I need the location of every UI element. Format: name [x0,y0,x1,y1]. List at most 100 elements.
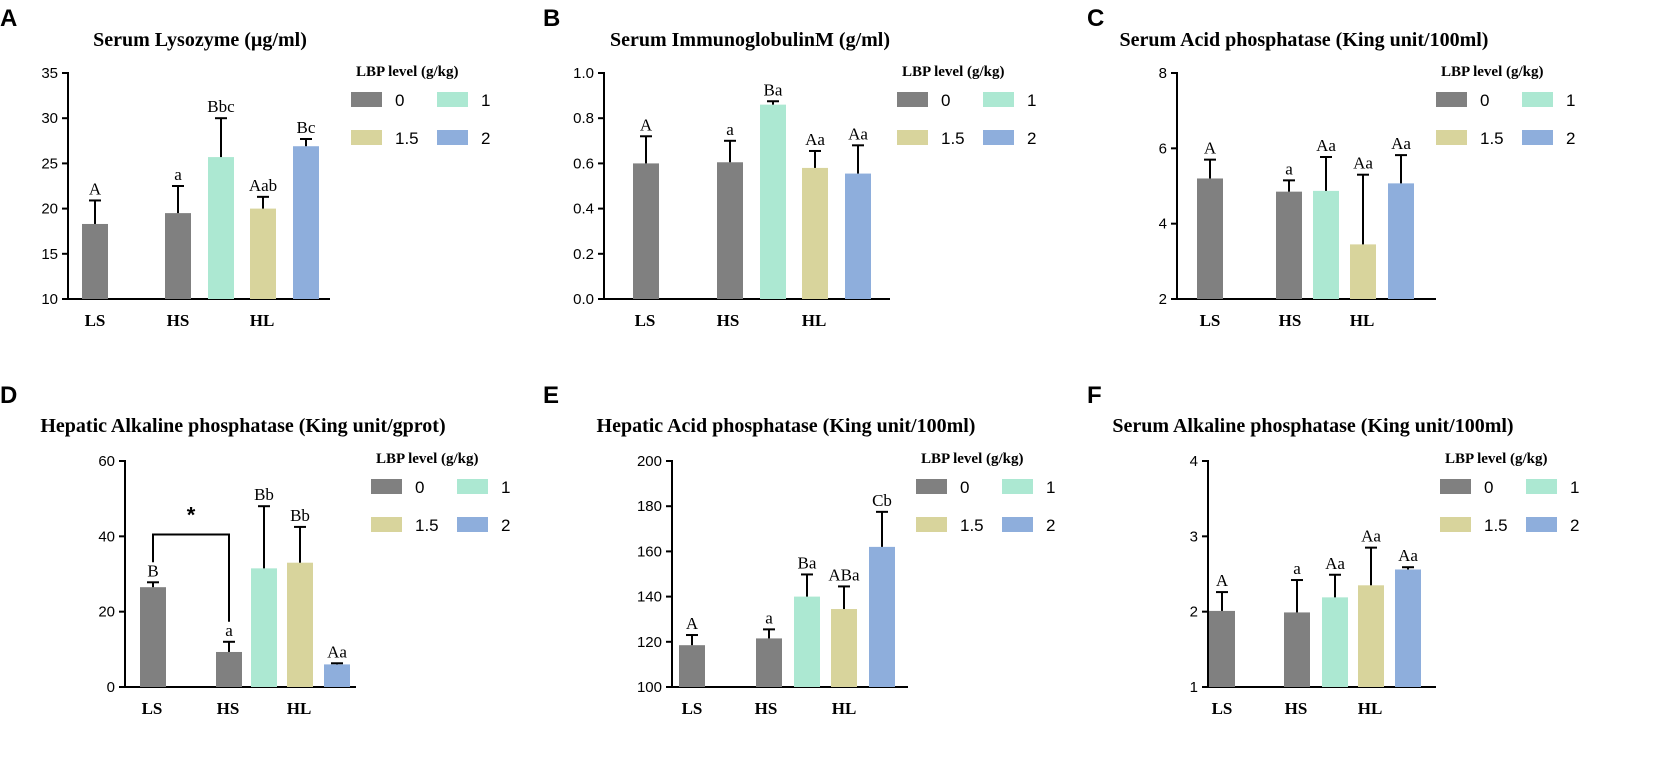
x-category-label: LS [682,699,703,718]
x-category-label: HS [167,311,190,330]
legend-label: 1 [1046,478,1055,497]
y-tick-label: 0.0 [573,291,594,308]
chart-panel-b: B Serum ImmunoglobulinM (g/ml) 0.0 0.2 0.4 0.… [543,5,1036,330]
legend-swatch [437,92,468,107]
bar-hl-level-2 [1388,183,1414,299]
y-tick-label: 30 [41,110,58,127]
significance-letter: Aab [249,176,277,195]
y-tick-label: 180 [637,498,662,515]
significance-letter: A [640,115,653,134]
legend: LBP level (g/kg) 0 1 1.5 2 [916,451,1055,535]
significance-letter: Aa [327,642,347,661]
significance-letter: a [726,120,734,139]
x-category-label: HS [217,699,240,718]
significance-letter: Bbc [207,97,235,116]
legend-title: LBP level (g/kg) [902,64,1005,80]
significance-letter: ABa [828,565,860,584]
panel-letter: E [543,382,559,409]
x-category-label: HL [287,699,312,718]
chart-title: Hepatic Acid phosphatase (King unit/100m… [597,415,976,437]
y-tick-label: 0 [107,679,115,696]
chart-panel-e: E Hepatic Acid phosphatase (King unit/100… [543,382,1055,718]
x-category-label: HL [1358,699,1383,718]
significance-letter: B [147,561,158,580]
bar-ls-level-0 [679,645,705,687]
bar-hl-level-2 [1395,569,1421,687]
bar-ls-level-0 [633,163,659,299]
significance-letter: Bb [254,485,274,504]
bar-hl-level-1 [1313,190,1339,299]
chart-panel-f: F Serum Alkaline phosphatase (King unit/1… [1087,382,1579,718]
legend-title: LBP level (g/kg) [921,451,1024,467]
legend-label: 1 [1570,478,1579,497]
bar-hl-level-1-5 [831,609,857,687]
panel-letter: F [1087,382,1102,409]
chart-title: Serum Acid phosphatase (King unit/100ml) [1120,29,1489,51]
y-tick-label: 0.6 [573,155,594,172]
legend-swatch [371,479,402,494]
legend-title: LBP level (g/kg) [376,451,479,467]
legend-swatch [1436,92,1467,107]
legend-label: 2 [1566,129,1575,148]
y-tick-label: 6 [1159,140,1167,157]
legend-title: LBP level (g/kg) [1445,451,1548,467]
legend-label: 1.5 [960,516,984,535]
legend-label: 1.5 [395,129,419,148]
legend-swatch [457,479,488,494]
significance-letter: Aa [1391,134,1411,153]
x-category-label: LS [142,699,163,718]
y-tick-label: 0.8 [573,110,594,127]
legend-swatch [983,130,1014,145]
bar-hl-level-1-5 [1358,585,1384,687]
legend-label: 1 [501,478,510,497]
legend-label: 1 [1566,91,1575,110]
y-tick-label: 40 [98,528,115,545]
significance-letter: a [1293,559,1301,578]
bar-hl-level-1-5 [1350,244,1376,299]
x-category-label: HL [250,311,275,330]
legend-label: 0 [960,478,969,497]
y-tick-label: 0.4 [573,201,594,218]
bar-hl-level-2 [869,546,895,687]
legend-swatch [983,92,1014,107]
y-tick-label: 20 [98,604,115,621]
legend-label: 2 [1027,129,1036,148]
legend-swatch [371,517,402,532]
significance-letter: a [765,608,773,627]
bar-hs-level-0 [717,162,743,299]
legend-label: 1.5 [941,129,965,148]
x-category-label: LS [635,311,656,330]
significance-letter: Cb [872,491,892,510]
y-tick-label: 1 [1190,679,1198,696]
legend-swatch [1526,479,1557,494]
significance-letter: Ba [764,80,783,99]
significance-letter: a [174,165,182,184]
bar-hs-level-0 [1284,612,1310,687]
significance-letter: A [89,179,102,198]
x-category-label: HL [832,699,857,718]
y-tick-label: 10 [41,291,58,308]
legend-swatch [1522,130,1553,145]
bar-hl-level-1-5 [250,208,276,299]
legend-label: 0 [941,91,950,110]
significance-letter: Aa [1325,554,1345,573]
legend-label: 1.5 [1480,129,1504,148]
bar-hl-level-2 [845,173,871,299]
significance-letter: Bb [290,506,310,525]
significance-letter: a [225,621,233,640]
bar-hl-level-1-5 [802,167,828,299]
legend-swatch [351,130,382,145]
legend-label: 2 [1046,516,1055,535]
significance-star: * [187,502,196,527]
bar-hl-level-2 [293,146,319,299]
legend-label: 1 [1027,91,1036,110]
legend-swatch [1002,517,1033,532]
significance-letter: Aa [805,130,825,149]
significance-bracket [152,533,230,622]
legend-title: LBP level (g/kg) [1441,64,1544,80]
y-tick-label: 20 [41,201,58,218]
legend-label: 0 [1480,91,1489,110]
significance-letter: Aa [1398,546,1418,565]
